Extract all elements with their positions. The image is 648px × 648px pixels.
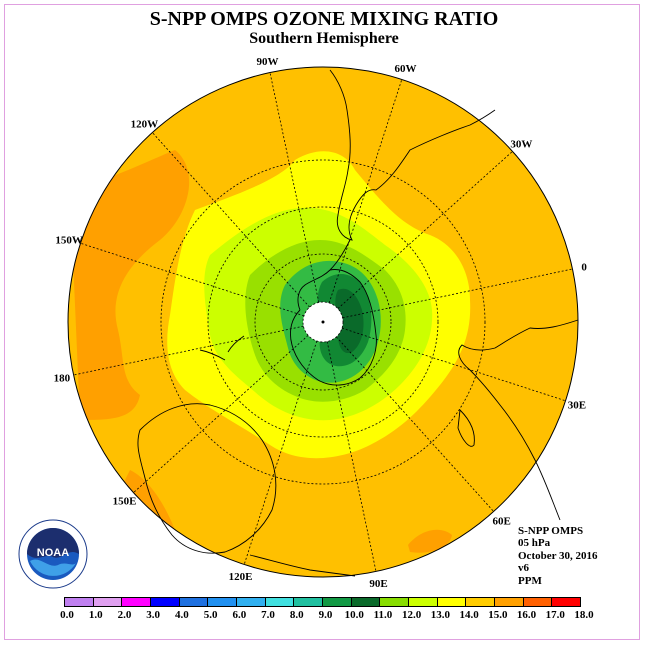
colorbar-tick-label: 8.0 bbox=[289, 609, 304, 621]
meridian-180 bbox=[73, 325, 304, 376]
colorbar-tick-label: 16.0 bbox=[516, 609, 537, 621]
colorbar-tick-label: 0.0 bbox=[60, 609, 74, 621]
meridian-90e bbox=[326, 341, 377, 572]
colorbar-tick-label: 3.0 bbox=[146, 609, 161, 621]
colorbar-tick-label: 4.0 bbox=[175, 609, 189, 621]
colorbar-tick-label: 1.0 bbox=[88, 609, 103, 621]
field-dark-orange-west bbox=[70, 150, 190, 420]
coast-australia bbox=[137, 403, 277, 554]
colorbar-segment bbox=[351, 598, 381, 606]
meridian-120e bbox=[243, 340, 318, 565]
info-level: 05 hPa bbox=[518, 537, 551, 550]
lon-label-60w: 60W bbox=[395, 63, 417, 75]
colorbar-segment bbox=[237, 598, 266, 606]
coast-indonesia bbox=[249, 554, 356, 577]
meridian-60e bbox=[336, 336, 494, 512]
lat-circle-85 bbox=[302, 301, 344, 343]
lat-circle-70 bbox=[254, 253, 392, 391]
noaa-logo-text: NOAA bbox=[37, 547, 69, 559]
lon-label-120e: 120E bbox=[229, 571, 253, 583]
info-version: v6 bbox=[518, 562, 529, 575]
latitude-circles bbox=[160, 159, 486, 485]
meridian-120w bbox=[152, 132, 310, 308]
colorbar-segment bbox=[265, 598, 295, 606]
lon-label-90e: 90E bbox=[369, 578, 387, 590]
colorbar-tick-label: 15.0 bbox=[488, 609, 508, 621]
meridian-150w bbox=[80, 242, 305, 317]
colorbar-segment bbox=[208, 598, 238, 606]
colorbar-segment bbox=[179, 598, 209, 606]
colorbar-tick-label: 2.0 bbox=[117, 609, 132, 621]
colorbar-ticks: 0.0 1.0 2.0 3.0 4.0 5.0 6.0 7.0 8.0 9.0 10.0 11.0 12… bbox=[0, 609, 648, 623]
noaa-logo: NOAA bbox=[18, 519, 88, 589]
lon-label-60e: 60E bbox=[492, 515, 510, 527]
info-block: S-NPP OMPS 05 hPa October 30, 2016 v6 PP… bbox=[518, 525, 598, 587]
longitude-labels: 90W 60W 30W 0 30E 60E 90E 120E 150E 180 150W 120W bbox=[54, 56, 588, 590]
meridian-60w bbox=[328, 79, 403, 304]
info-units: PPM bbox=[518, 574, 542, 587]
colorbar-tick-label: 5.0 bbox=[203, 609, 218, 621]
colorbar-segment bbox=[523, 598, 553, 606]
lat-circle-40 bbox=[160, 159, 486, 485]
lon-label-30w: 30W bbox=[510, 138, 532, 150]
lon-label-90w: 90W bbox=[256, 56, 278, 68]
map-title: S-NPP OMPS OZONE MIXING RATIO bbox=[149, 8, 499, 30]
lon-label-30e: 30E bbox=[568, 400, 586, 412]
meridian-90w bbox=[269, 72, 320, 303]
colorbar-segment bbox=[466, 598, 496, 606]
colorbar-tick-label: 17.0 bbox=[545, 609, 565, 621]
colorbar-tick-label: 18.0 bbox=[574, 609, 594, 621]
meridian-30e bbox=[341, 327, 566, 402]
colorbar-tick-label: 14.0 bbox=[459, 609, 479, 621]
colorbar-tick-label: 9.0 bbox=[318, 609, 333, 621]
info-date: October 30, 2016 bbox=[518, 549, 598, 562]
south-pole-marker bbox=[321, 320, 325, 324]
lon-label-0: 0 bbox=[581, 261, 587, 273]
lon-label-120w: 120W bbox=[131, 119, 159, 131]
lon-label-150e: 150E bbox=[113, 496, 137, 508]
colorbar-segment bbox=[65, 598, 94, 606]
field-dark-orange-southeast bbox=[408, 529, 452, 553]
lat-circle-55 bbox=[207, 206, 439, 438]
meridian-30w bbox=[337, 151, 513, 309]
coast-africa bbox=[458, 319, 579, 521]
coast-antarctica bbox=[289, 269, 377, 386]
info-satellite: S-NPP OMPS bbox=[518, 525, 584, 537]
coast-south-america bbox=[329, 69, 496, 241]
coast-madagascar bbox=[457, 409, 475, 447]
colorbar-segment bbox=[437, 598, 467, 606]
meridians bbox=[73, 72, 573, 572]
colorbar-segment bbox=[409, 598, 438, 606]
meridian-0 bbox=[342, 268, 573, 319]
map-boundary bbox=[67, 66, 579, 578]
map-subtitle: Southern Hemisphere bbox=[249, 30, 399, 47]
plot-frame bbox=[4, 4, 640, 640]
colorbar-tick-label: 10.0 bbox=[344, 609, 364, 621]
colorbar-tick-label: 11.0 bbox=[373, 609, 393, 621]
colorbar-tick-label: 12.0 bbox=[402, 609, 422, 621]
colorbar-tick-label: 6.0 bbox=[232, 609, 247, 621]
lon-label-180: 180 bbox=[54, 373, 71, 385]
field-dark-orange-south bbox=[120, 470, 175, 530]
colorbar-tick-label: 13.0 bbox=[430, 609, 450, 621]
colorbar-segment bbox=[151, 598, 180, 606]
coast-new-zealand bbox=[199, 335, 245, 361]
colorbar-segment bbox=[294, 598, 324, 606]
meridian-150e bbox=[133, 335, 309, 493]
colorbar bbox=[64, 597, 581, 607]
colorbar-segment bbox=[495, 598, 524, 606]
colorbar-segment bbox=[323, 598, 352, 606]
colorbar-segment bbox=[552, 598, 581, 606]
coast-antarctic-peninsula bbox=[297, 239, 351, 311]
lon-label-150w: 150W bbox=[55, 234, 83, 246]
colorbar-segment bbox=[380, 598, 410, 606]
colorbar-segment bbox=[93, 598, 123, 606]
colorbar-tick-label: 7.0 bbox=[261, 609, 275, 621]
coastlines bbox=[137, 69, 579, 577]
colorbar-segment bbox=[122, 598, 152, 606]
